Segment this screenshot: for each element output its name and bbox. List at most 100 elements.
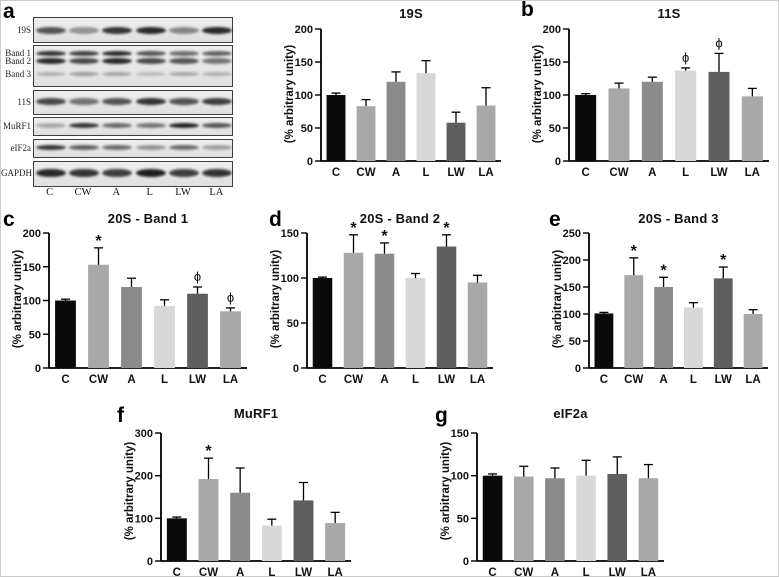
- y-tick-label: 100: [135, 513, 153, 525]
- bar-C: [326, 95, 346, 161]
- bar-A: [121, 287, 142, 368]
- protein-band: [102, 50, 133, 56]
- protein-band: [202, 98, 233, 105]
- bar-plot: 0 50 100 150 200 C CW Aϕ Lϕ LW LA: [543, 24, 769, 179]
- blot-box-19s: [33, 17, 233, 43]
- bar-L: [576, 475, 596, 561]
- chart-title: 19S: [399, 6, 423, 21]
- chart-title: 11S: [657, 6, 681, 21]
- bar-A: [374, 253, 395, 368]
- bar-plot: 0 50 100 150 200 250 C * CW * A L * LW LA: [563, 228, 768, 386]
- significance-annotation: ϕ: [227, 290, 234, 305]
- y-tick-label: 150: [543, 57, 561, 69]
- protein-band: [135, 72, 166, 77]
- blot-row-label: Band 3: [5, 69, 31, 80]
- protein-band: [169, 50, 199, 56]
- protein-band: [35, 98, 66, 105]
- bar-L: [416, 73, 436, 161]
- y-tick-label: 200: [135, 471, 153, 483]
- bar-LW: [713, 278, 733, 368]
- protein-band: [69, 123, 99, 129]
- protein-band: [102, 145, 133, 151]
- protein-band: [202, 50, 233, 56]
- protein-band: [135, 98, 166, 105]
- x-category-label: CW: [344, 374, 363, 386]
- bar-LA: [220, 311, 241, 368]
- y-tick-label: 150: [451, 428, 469, 440]
- x-category-label: C: [582, 167, 590, 179]
- x-category-label: A: [659, 374, 667, 386]
- chart-20s-band1: c 20S - Band 1 (% arbitrary unity) 0 50 10…: [1, 207, 257, 388]
- significance-annotation: *: [631, 243, 638, 260]
- bar-CW: [624, 275, 644, 368]
- x-category-label: LA: [745, 374, 760, 386]
- x-category-label: A: [551, 567, 559, 577]
- x-category-label: CW: [89, 374, 108, 386]
- bar-C: [482, 475, 503, 561]
- y-tick-label: 150: [23, 262, 41, 274]
- panel-letter-f: f: [117, 404, 124, 427]
- bar-LA: [467, 282, 488, 368]
- bar-L: [154, 305, 175, 368]
- y-tick-label: 50: [287, 318, 299, 330]
- chart-title: eIF2a: [553, 406, 588, 421]
- blot-box-11s: [33, 90, 233, 115]
- lane-label: LA: [209, 187, 224, 198]
- x-category-label: A: [392, 167, 400, 179]
- significance-annotation: ϕ: [715, 35, 722, 50]
- bar-CW: [88, 264, 109, 368]
- chart-11s: b 11S (% arbitrary unity) 0 50 100 150 200 C C…: [521, 1, 778, 181]
- y-tick-label: 0: [555, 156, 561, 168]
- x-category-label: LW: [609, 567, 626, 577]
- protein-band: [35, 72, 66, 77]
- bar-LA: [325, 523, 346, 561]
- y-tick-label: 50: [457, 513, 469, 525]
- protein-band: [202, 57, 233, 64]
- protein-band: [69, 145, 99, 151]
- x-category-label: C: [61, 374, 69, 386]
- lane-label: CW: [74, 187, 92, 198]
- y-tick-label: 0: [147, 556, 153, 568]
- y-tick-label: 50: [569, 336, 581, 348]
- blot-row-label: GAPDH: [1, 167, 33, 178]
- blot-row-label: eIF2a: [10, 142, 32, 153]
- blot-box-murf1: [33, 117, 233, 136]
- protein-band: [135, 26, 166, 34]
- protein-band: [35, 26, 66, 34]
- x-category-label: L: [690, 374, 697, 386]
- blot-row-label: 11S: [17, 96, 31, 107]
- chart-20s-band3: e 20S - Band 3 (% arbitrary unity) 0 50 10…: [541, 207, 778, 388]
- lane-label: L: [146, 187, 153, 198]
- protein-band: [169, 57, 199, 64]
- x-category-label: CW: [624, 374, 643, 386]
- significance-annotation: *: [443, 220, 450, 237]
- bar-A: [386, 81, 406, 161]
- significance-annotation: *: [350, 220, 357, 237]
- chart-20s-band2: d 20S - Band 2 (% arbitrary unity) 0 50 10…: [259, 207, 503, 388]
- protein-band: [35, 168, 66, 177]
- x-category-label: LA: [223, 374, 238, 386]
- bar-LA: [741, 96, 763, 161]
- x-category-label: CW: [609, 167, 628, 179]
- protein-band: [102, 26, 133, 34]
- x-category-label: LA: [641, 567, 656, 577]
- protein-band: [102, 57, 133, 64]
- chart-title: 20S - Band 1: [107, 211, 189, 226]
- y-tick-label: 300: [135, 428, 153, 440]
- y-tick-label: 200: [543, 24, 561, 36]
- y-tick-label: 150: [281, 228, 299, 240]
- x-category-label: L: [682, 167, 689, 179]
- protein-band: [169, 123, 199, 129]
- bar-CW: [198, 479, 219, 561]
- protein-band: [102, 72, 133, 77]
- protein-band: [202, 123, 233, 129]
- bar-plot: 0 50 100 150 C CW A L LW LA: [451, 428, 664, 577]
- x-category-label: A: [127, 374, 135, 386]
- bar-LA: [638, 478, 659, 561]
- bar-C: [575, 95, 597, 161]
- panel-letter-a: a: [3, 0, 15, 23]
- protein-band: [169, 72, 199, 77]
- y-tick-label: 100: [295, 90, 313, 102]
- blot-row-label: Band 2: [5, 55, 31, 66]
